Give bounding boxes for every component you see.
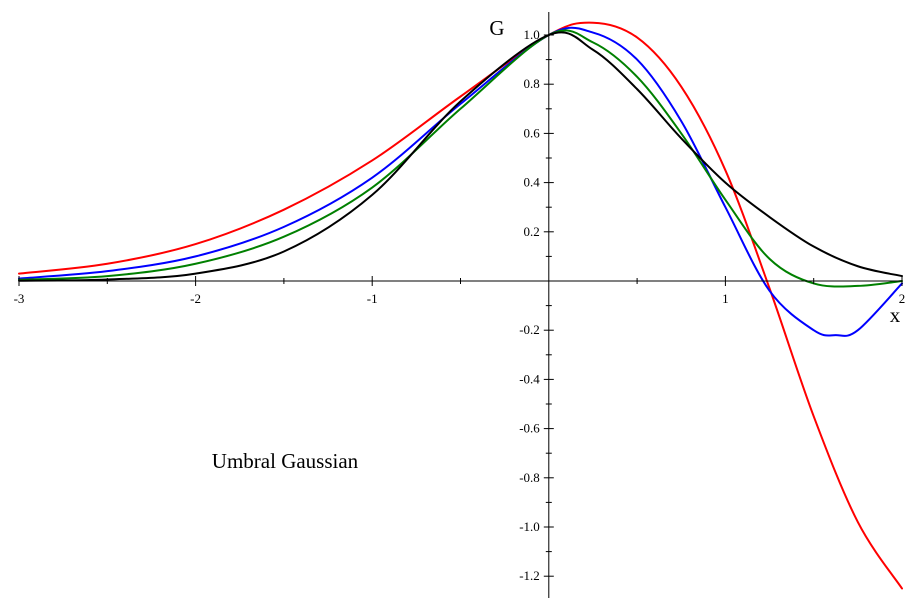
y-axis-label: G [489,16,504,40]
curves-layer [18,21,903,590]
y-tick-label: 1.0 [524,27,540,42]
y-tick-label: 0.6 [524,125,541,140]
labels-layer: G x Umbral Gaussian [212,16,901,473]
series-green-curve [18,29,903,288]
y-tick-label: 0.8 [524,76,540,91]
y-tick-label: -0.2 [519,322,540,337]
x-axis-label: x [890,303,901,327]
y-tick-label: -1.0 [519,519,540,534]
x-tick-label: -2 [190,291,201,306]
axes-layer: -3 -2 -1 1 2 -1.2 -1.0 -0.8 -0.6 -0.4 -0.2 0.2 0.4 0.… [14,12,906,598]
series-red-curve [18,21,903,590]
x-tick-label: 2 [899,291,906,306]
chart-annotation: Umbral Gaussian [212,449,359,473]
x-tick-label: -3 [14,291,25,306]
y-tick-label: 0.2 [524,224,540,239]
series-blue-curve [18,26,903,337]
x-tick-label: 1 [722,291,729,306]
y-tick-label: -0.8 [519,470,540,485]
x-tick-label: -1 [367,291,378,306]
y-tick-label: -0.6 [519,421,540,436]
y-tick-label: -1.2 [519,568,540,583]
series-black-curve [18,31,903,282]
y-tick-label: 0.4 [524,175,541,190]
y-tick-label: -0.4 [519,371,540,386]
